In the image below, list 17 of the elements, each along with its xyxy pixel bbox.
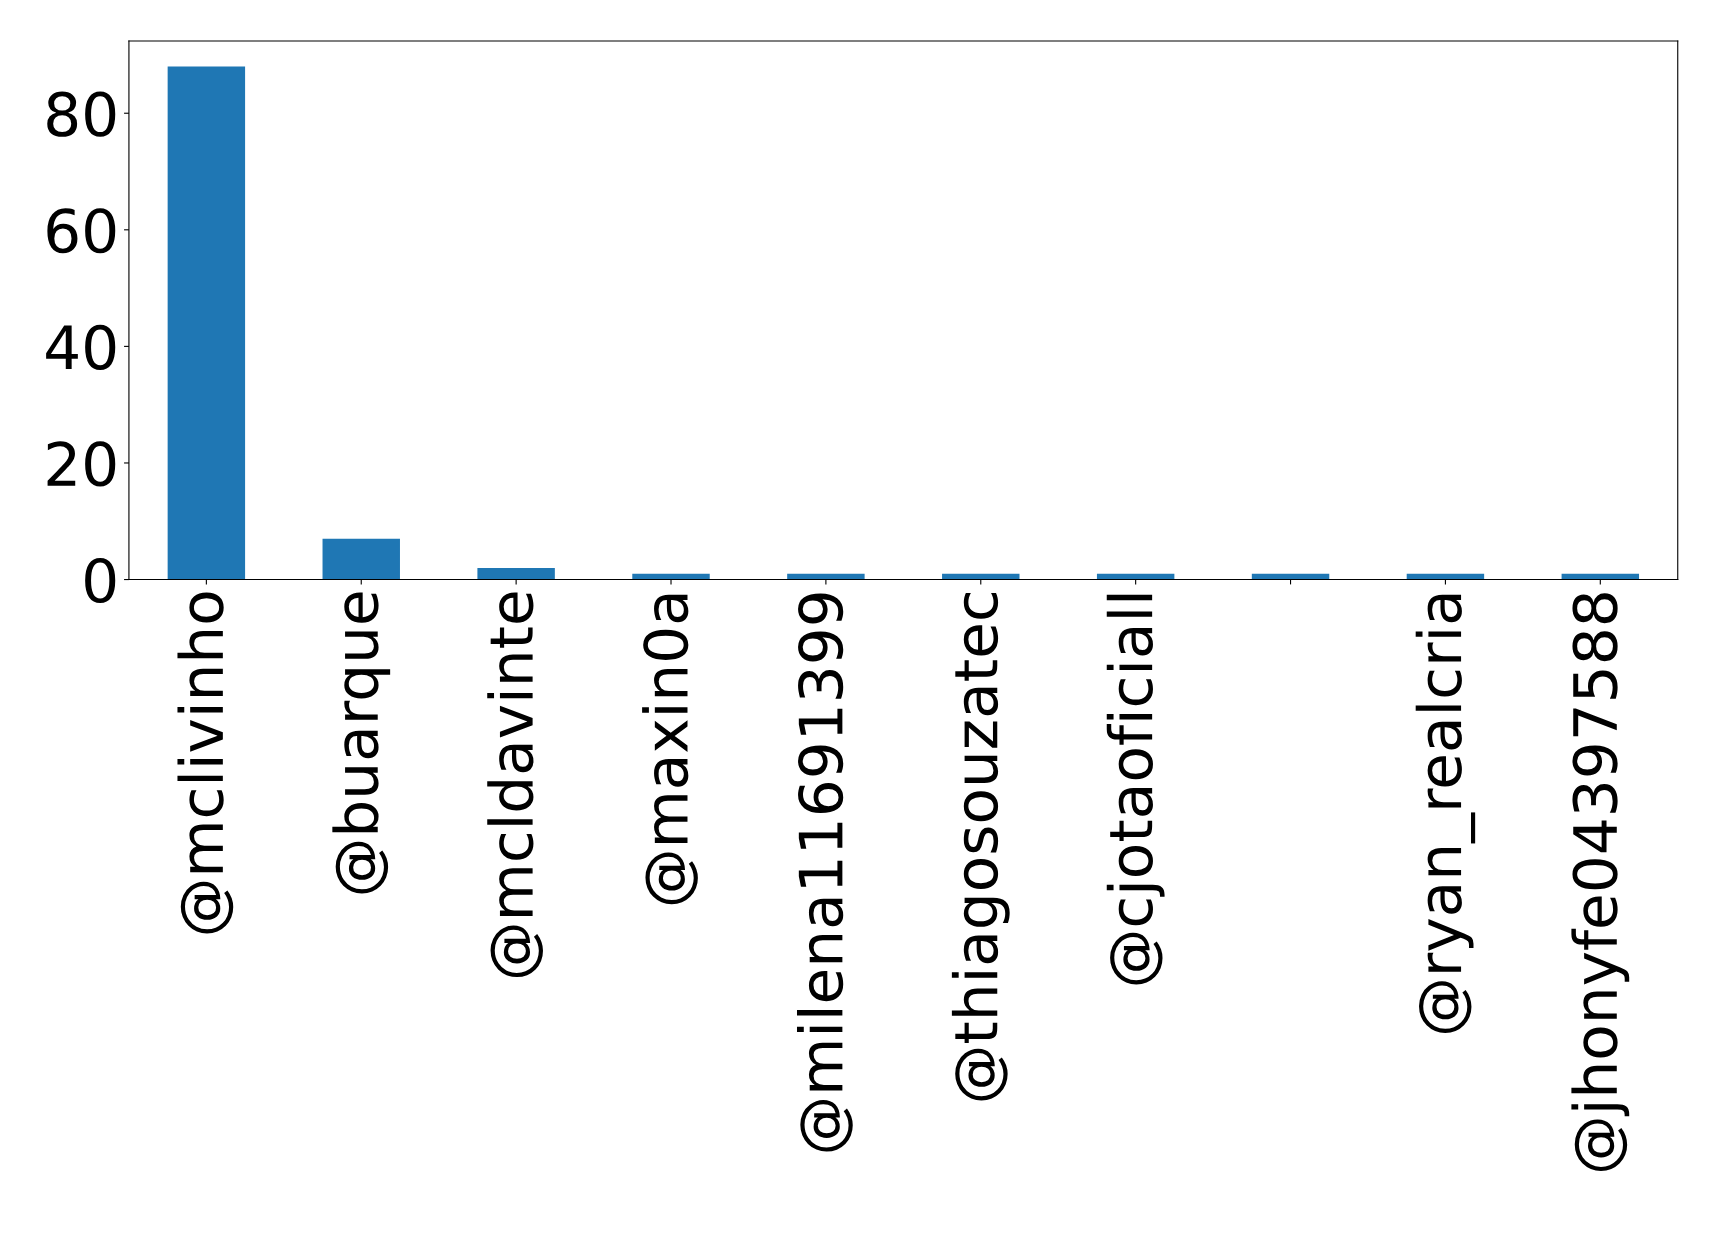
bar	[477, 567, 555, 580]
x-tick-label: @jhonyfe04397588	[1571, 593, 1630, 1171]
y-tick-label: 0	[85, 557, 116, 604]
x-tick-label: @mcldavinte	[487, 592, 543, 978]
bar	[322, 538, 400, 580]
y-tick-label: 20	[47, 441, 116, 487]
x-tick-label: @buarque	[332, 592, 391, 894]
x-tick-label: @mclivinho	[177, 592, 234, 934]
y-tick-label: 80	[47, 91, 116, 137]
x-tick-label: @milena11691399	[796, 593, 853, 1152]
x-tick-label: @cjotaoficiall	[1106, 594, 1165, 985]
x-tick-label: @ryan_realcria	[1415, 594, 1476, 1033]
x-tick-label: @maxin0a	[642, 594, 698, 905]
y-tick-label: 40	[46, 324, 116, 370]
y-tick-label: 60	[47, 208, 116, 254]
bar	[167, 66, 246, 580]
x-tick-label: @thiagosouzatec	[951, 592, 1010, 1101]
